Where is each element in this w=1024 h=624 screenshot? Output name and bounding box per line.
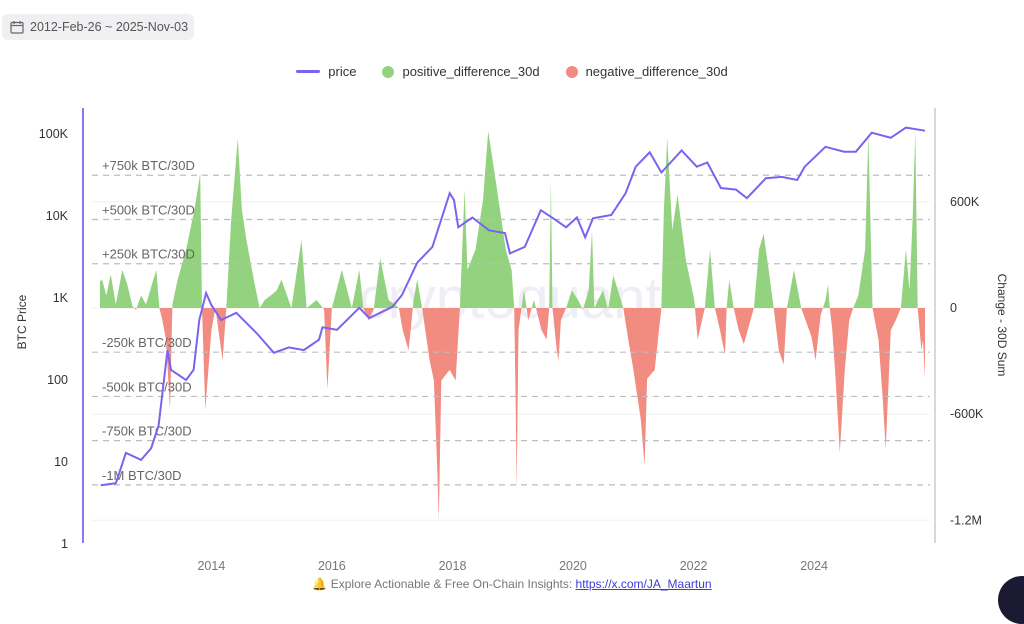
y-right-tick-label: -1.2M	[950, 513, 982, 527]
y-left-tick-label: 10K	[46, 209, 69, 223]
y-right-tick-label: 0	[950, 301, 957, 315]
negative-difference-area	[134, 308, 925, 521]
legend-label: positive_difference_30d	[402, 64, 540, 79]
threshold-label: +750k BTC/30D	[102, 158, 195, 173]
y-left-label: BTC Price	[15, 294, 29, 349]
legend-label: price	[328, 64, 357, 79]
price-line	[100, 126, 926, 487]
chart: cryptoquant +750k BTC/30D+500k BTC/30D+2…	[15, 108, 1009, 573]
legend-swatch	[565, 65, 578, 78]
threshold-label: -500k BTC/30D	[102, 379, 192, 394]
x-tick-label: 2020	[559, 559, 587, 573]
x-tick-label: 2016	[318, 559, 346, 573]
footer-link[interactable]: https://x.com/JA_Maartun	[575, 577, 712, 591]
x-tick-label: 2024	[800, 559, 828, 573]
threshold-label: -750k BTC/30D	[102, 424, 192, 439]
y-left-tick-label: 100	[47, 373, 68, 387]
footer: 🔔 Explore Actionable & Free On-Chain Ins…	[0, 577, 1024, 591]
calendar-icon	[10, 21, 24, 34]
legend-swatch	[296, 70, 321, 73]
footer-text: Explore Actionable & Free On-Chain Insig…	[330, 577, 576, 591]
date-range-label: 2012-Feb-26 ~ 2025-Nov-03	[30, 20, 189, 34]
legend-item-price[interactable]: price	[296, 64, 356, 79]
threshold-label: +500k BTC/30D	[102, 202, 195, 217]
y-left-tick-label: 10	[54, 455, 68, 469]
y-left-tick-label: 1	[61, 537, 68, 551]
bell-icon: 🔔	[312, 577, 328, 591]
y-right-tick-label: -600K	[950, 407, 984, 421]
legend-item-positive[interactable]: positive_difference_30d	[382, 64, 540, 79]
legend-label: negative_difference_30d	[585, 64, 728, 79]
threshold-label: -1M BTC/30D	[102, 468, 181, 483]
legend-item-negative[interactable]: negative_difference_30d	[565, 64, 728, 79]
legend: price positive_difference_30d negative_d…	[0, 64, 1024, 79]
date-range-picker[interactable]: 2012-Feb-26 ~ 2025-Nov-03	[2, 14, 194, 40]
y-right-label: Change - 30D Sum	[995, 274, 1009, 377]
threshold-label: -250k BTC/30D	[102, 335, 192, 350]
x-tick-label: 2014	[197, 559, 225, 573]
x-tick-label: 2018	[439, 559, 467, 573]
y-left-tick-label: 1K	[53, 291, 69, 305]
legend-swatch	[382, 65, 395, 78]
y-right-tick-label: 600K	[950, 195, 980, 209]
positive-difference-area	[100, 131, 925, 308]
y-left-tick-label: 100K	[39, 127, 69, 141]
x-tick-label: 2022	[680, 559, 708, 573]
threshold-label: +250k BTC/30D	[102, 247, 195, 262]
